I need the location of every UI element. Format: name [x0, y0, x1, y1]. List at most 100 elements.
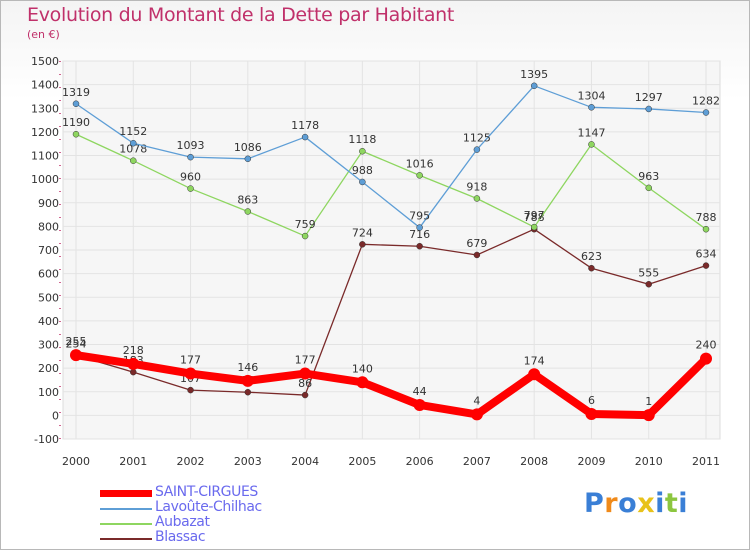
- y-tick-label: -100: [34, 433, 59, 446]
- data-label: 1078: [119, 143, 147, 156]
- proxiti-logo: Proxiti: [584, 488, 688, 519]
- y-tick-label: 0: [52, 409, 59, 422]
- data-label: 788: [524, 211, 545, 224]
- logo-letter: i: [678, 488, 689, 519]
- y-tick-label: 300: [38, 339, 59, 352]
- data-point: [700, 352, 712, 365]
- data-label: 177: [180, 354, 201, 367]
- data-point: [187, 153, 194, 161]
- logo-letter: o: [618, 488, 638, 519]
- data-point: [416, 242, 423, 250]
- data-label: 634: [696, 248, 717, 261]
- x-tick-label: 2004: [291, 455, 319, 468]
- data-point: [585, 407, 598, 420]
- data-point: [702, 225, 710, 233]
- series-line-saint-cirgues: [72, 351, 710, 420]
- data-label: 679: [466, 237, 487, 250]
- data-point: [645, 105, 652, 113]
- y-tick-label: 1100: [31, 150, 59, 163]
- y-tick-label: 400: [38, 315, 59, 328]
- data-label: 1016: [406, 157, 434, 170]
- data-label: 255: [66, 335, 87, 348]
- data-label: 918: [466, 180, 487, 193]
- data-label: 86: [298, 377, 312, 390]
- x-tick-label: 2011: [692, 455, 720, 468]
- data-point: [187, 386, 194, 394]
- data-point: [416, 224, 423, 231]
- data-label: 1086: [234, 141, 262, 154]
- data-label: 963: [638, 170, 659, 183]
- data-point: [130, 368, 137, 376]
- data-point: [241, 374, 254, 387]
- y-tick-label: 900: [38, 197, 59, 210]
- data-point: [416, 172, 423, 179]
- data-point: [301, 133, 309, 141]
- y-tick-label: 500: [38, 291, 59, 304]
- data-point: [642, 409, 655, 422]
- data-label: 988: [352, 164, 373, 177]
- data-label: 1093: [177, 139, 205, 152]
- data-label: 795: [409, 210, 430, 223]
- series-line-blassac: [304, 228, 707, 396]
- data-point: [473, 146, 481, 153]
- data-label: 960: [180, 171, 201, 184]
- data-label: 1118: [348, 133, 376, 146]
- data-point: [473, 251, 481, 259]
- data-point: [72, 100, 80, 108]
- data-point: [359, 147, 366, 155]
- data-label: 1: [645, 395, 652, 408]
- legend-label: Blassac: [155, 529, 206, 545]
- x-tick-label: 2008: [520, 455, 548, 468]
- chart-title: Evolution du Montant de la Dette par Hab…: [27, 4, 455, 26]
- data-label: 218: [123, 344, 144, 357]
- data-point: [588, 264, 595, 272]
- x-tick-label: 2005: [348, 455, 376, 468]
- chart-unit-label: (en €): [27, 28, 60, 41]
- logo-letter: t: [664, 488, 679, 519]
- data-label: 1178: [291, 119, 319, 132]
- data-point: [356, 376, 369, 389]
- data-point: [702, 262, 710, 269]
- data-label: 1297: [635, 91, 663, 104]
- data-point: [301, 391, 309, 399]
- logo-letter: P: [584, 488, 605, 519]
- data-point: [359, 178, 366, 186]
- logo-letter: x: [637, 488, 656, 519]
- data-point: [588, 104, 595, 111]
- data-point: [244, 208, 252, 215]
- data-label: 4: [473, 394, 480, 407]
- data-point: [70, 349, 82, 362]
- data-point: [473, 195, 481, 202]
- y-tick-label: 800: [38, 220, 59, 233]
- data-label: 788: [696, 211, 717, 224]
- legend-swatch: [100, 508, 152, 510]
- y-tick-label: 100: [38, 386, 59, 399]
- data-point: [72, 130, 80, 138]
- data-label: 1319: [62, 86, 90, 99]
- logo-letter: i: [655, 488, 665, 519]
- data-point: [130, 157, 137, 164]
- data-label: 174: [524, 354, 545, 367]
- legend-label: Aubazat: [155, 514, 210, 530]
- data-label: 1304: [577, 89, 605, 102]
- data-point: [530, 82, 538, 90]
- data-point: [470, 408, 483, 421]
- data-point: [127, 357, 140, 370]
- y-tick-label: 1000: [31, 173, 59, 186]
- y-tick-label: 1300: [31, 102, 59, 115]
- data-point: [299, 367, 312, 380]
- data-label: 1190: [62, 116, 90, 129]
- data-label: 1395: [520, 68, 548, 81]
- data-label: 1282: [692, 95, 720, 108]
- y-tick-label: 1500: [31, 55, 59, 68]
- data-point: [528, 368, 541, 381]
- y-tick-label: 1200: [31, 126, 59, 139]
- data-label: 177: [295, 354, 316, 367]
- legend-label: Lavoûte-Chilhac: [155, 499, 262, 515]
- data-label: 716: [409, 228, 430, 241]
- data-point: [244, 388, 252, 396]
- y-tick-label: 1400: [31, 79, 59, 92]
- data-label: 240: [696, 339, 717, 352]
- data-label: 1152: [119, 125, 147, 138]
